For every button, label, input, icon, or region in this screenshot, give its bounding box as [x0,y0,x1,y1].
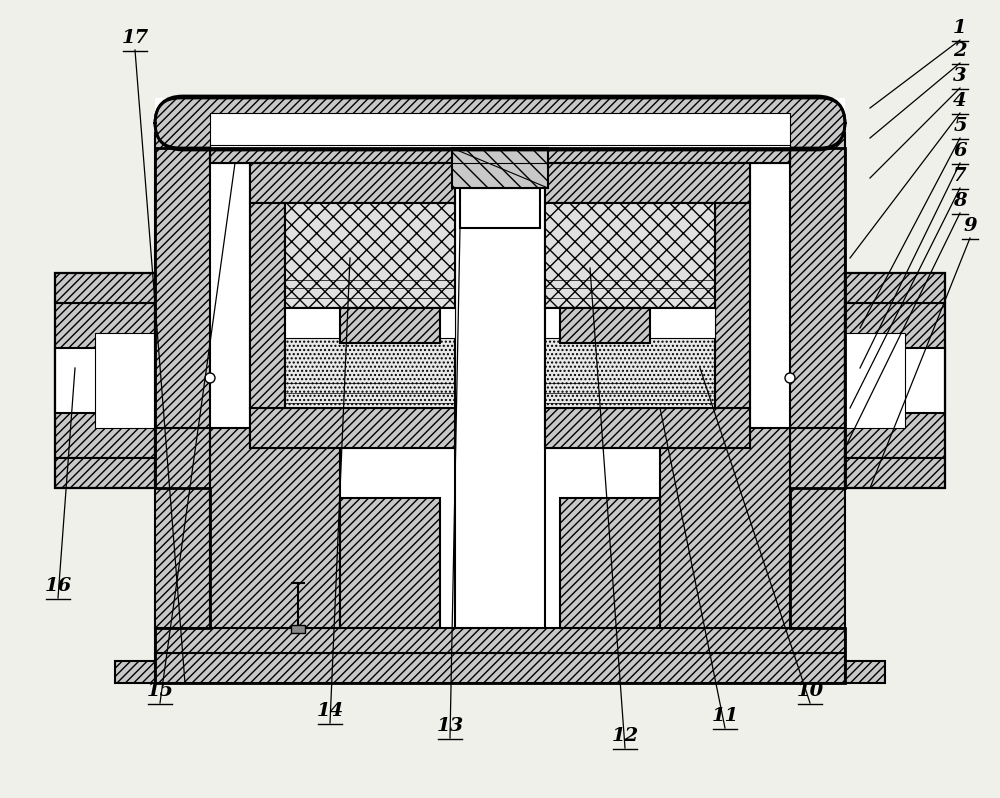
Text: 14: 14 [316,702,344,720]
Text: 5: 5 [953,117,967,135]
Bar [845,661,885,683]
Bar [845,273,945,303]
Bar [545,203,715,308]
Bar [210,113,790,148]
Bar [155,428,210,628]
Bar [460,188,540,228]
Bar [545,308,715,338]
Text: 3: 3 [953,67,967,85]
Bar [55,303,155,458]
Bar [660,428,790,628]
FancyBboxPatch shape [155,98,845,148]
Bar [210,163,790,628]
Bar [452,148,548,188]
Bar [95,333,155,428]
Text: 13: 13 [436,717,464,735]
Bar [790,133,845,428]
Text: 2: 2 [953,42,967,60]
Text: 1: 1 [953,19,967,37]
Bar [55,273,155,303]
Bar [115,661,155,683]
Bar [155,98,845,683]
Bar [250,163,455,203]
Bar [285,308,455,338]
Bar [545,408,750,448]
Bar [455,143,545,628]
Circle shape [785,373,795,383]
Bar [250,203,285,408]
Bar [560,498,660,628]
Bar [545,163,750,203]
Text: 7: 7 [953,167,967,185]
Bar [470,138,530,498]
Text: 4: 4 [953,92,967,110]
Bar [210,428,340,628]
Bar [250,163,455,448]
Bar [155,628,845,653]
Bar [210,148,790,163]
Text: 6: 6 [953,142,967,160]
Bar [845,458,945,488]
Bar [155,133,210,428]
Text: 8: 8 [953,192,967,210]
Bar [545,308,715,408]
Text: 17: 17 [121,29,149,47]
Bar [340,308,440,343]
Bar [285,308,455,408]
Circle shape [205,373,215,383]
Bar [210,113,790,148]
Bar [250,408,455,448]
Text: 9: 9 [963,217,977,235]
Bar [155,653,845,683]
Bar [545,163,750,448]
Bar [845,303,945,458]
Text: 11: 11 [711,707,739,725]
Text: 10: 10 [796,682,824,700]
Bar [340,498,440,628]
Bar [845,348,945,413]
Text: 15: 15 [146,682,174,700]
Bar [285,203,455,308]
Bar [845,333,905,428]
Bar [55,348,155,413]
Bar [715,203,750,408]
Text: 16: 16 [44,577,72,595]
Bar [560,308,650,343]
Bar [790,428,845,628]
Text: 12: 12 [611,727,639,745]
Bar [55,458,155,488]
Bar [291,625,305,633]
Bar [210,145,790,163]
